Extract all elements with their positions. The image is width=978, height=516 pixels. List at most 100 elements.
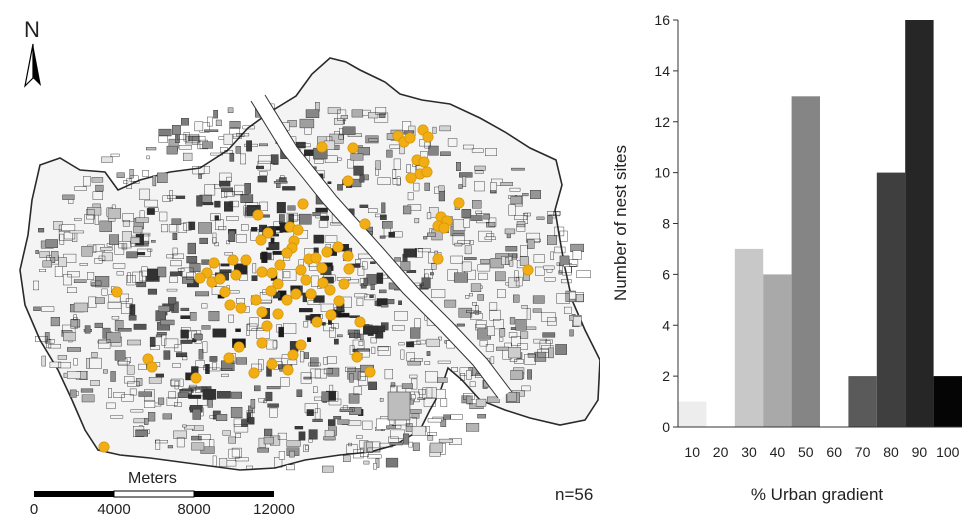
city-block <box>174 380 179 390</box>
city-block <box>129 168 134 179</box>
city-block <box>424 273 429 278</box>
city-block <box>475 398 487 407</box>
city-block <box>457 240 471 244</box>
city-block <box>126 251 138 259</box>
city-block <box>508 332 518 338</box>
city-block <box>377 325 386 333</box>
city-block <box>95 184 104 192</box>
bar-10 <box>678 401 707 427</box>
city-block <box>495 271 506 282</box>
city-block <box>128 315 137 321</box>
nest-site-point <box>324 284 336 296</box>
city-block <box>432 126 437 134</box>
nest-site-point <box>305 288 317 300</box>
city-block <box>428 145 439 156</box>
city-block <box>381 202 386 214</box>
city-block <box>533 338 547 344</box>
city-block <box>114 243 125 255</box>
city-block <box>248 405 254 413</box>
city-block <box>214 219 224 230</box>
city-block <box>259 143 268 147</box>
city-block <box>547 235 558 245</box>
city-block <box>355 259 361 264</box>
city-block <box>310 368 321 379</box>
city-block <box>137 248 151 257</box>
city-block <box>313 386 318 393</box>
city-block <box>304 403 318 414</box>
city-block <box>258 359 264 371</box>
city-block <box>324 155 338 164</box>
city-block <box>389 144 401 149</box>
city-block <box>133 226 143 234</box>
city-block <box>122 219 130 227</box>
city-block <box>375 106 387 115</box>
city-block <box>363 325 378 335</box>
city-block <box>276 179 281 188</box>
city-block <box>49 361 62 368</box>
city-block <box>246 140 252 152</box>
city-block <box>156 172 168 183</box>
city-block <box>377 346 391 356</box>
city-block <box>116 271 124 276</box>
city-block <box>497 289 506 298</box>
city-block <box>450 414 463 420</box>
city-block <box>500 181 513 186</box>
city-block <box>126 365 135 375</box>
city-block <box>194 121 204 132</box>
city-block <box>362 261 368 270</box>
city-block <box>100 246 113 251</box>
city-block <box>447 138 458 147</box>
city-block <box>411 426 426 436</box>
city-block <box>263 214 270 218</box>
city-block <box>220 368 233 371</box>
city-block <box>162 195 171 202</box>
nest-site-point <box>265 285 277 297</box>
city-block <box>427 435 434 441</box>
bar-40 <box>763 274 792 427</box>
city-block <box>177 223 187 234</box>
city-block <box>130 237 140 244</box>
city-block <box>132 271 143 284</box>
city-block <box>206 116 213 127</box>
city-block <box>46 339 52 349</box>
city-block <box>510 196 523 205</box>
x-tick-label: 90 <box>912 444 928 460</box>
city-block <box>158 305 170 313</box>
nest-site-point <box>266 358 278 370</box>
city-block <box>328 398 342 406</box>
city-block <box>347 420 362 426</box>
city-block <box>415 247 423 258</box>
nest-site-point <box>342 175 354 187</box>
city-block <box>437 377 448 383</box>
city-block <box>133 323 147 330</box>
city-block <box>35 250 39 254</box>
city-block <box>454 272 468 283</box>
city-block <box>94 322 104 329</box>
city-block <box>541 312 556 322</box>
city-block <box>117 328 132 332</box>
city-block <box>563 264 577 267</box>
city-block <box>141 266 148 277</box>
city-block <box>250 229 260 241</box>
city-block <box>569 291 576 300</box>
city-block <box>308 362 321 367</box>
city-block <box>323 357 328 365</box>
nest-site-point <box>256 306 268 318</box>
city-block <box>169 190 173 202</box>
city-block <box>180 339 193 344</box>
city-block <box>232 133 242 139</box>
city-block <box>440 151 451 157</box>
city-block <box>183 222 192 231</box>
city-block <box>327 107 341 114</box>
x-tick-label: 60 <box>826 444 842 460</box>
nest-site-point <box>438 222 450 234</box>
city-block <box>370 337 377 344</box>
city-block <box>347 159 354 169</box>
city-block <box>164 338 179 349</box>
bar-90 <box>905 20 934 427</box>
nest-site-point <box>300 274 312 286</box>
y-axis-label: Number of nest sites <box>611 145 630 301</box>
city-block <box>511 167 525 171</box>
nest-site-point <box>354 316 366 328</box>
city-block <box>377 177 391 185</box>
